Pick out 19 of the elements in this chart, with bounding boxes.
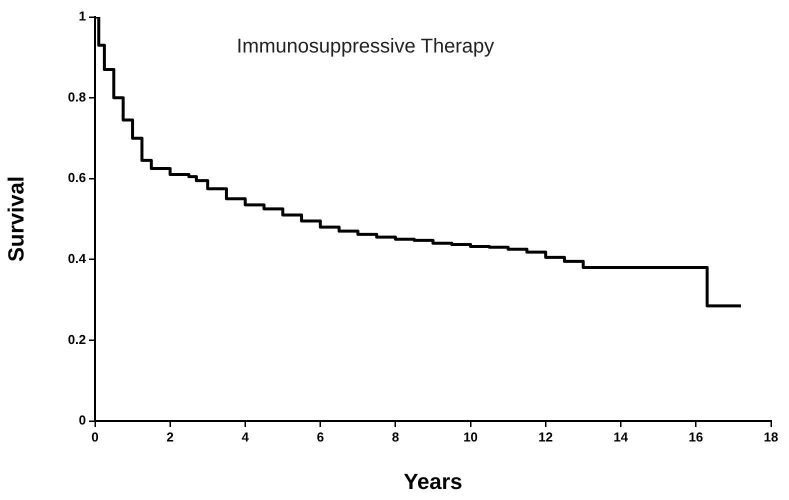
x-tick-label: 8 <box>392 429 400 444</box>
x-tick-label: 18 <box>764 429 778 444</box>
y-tick-label: 0.8 <box>68 89 86 104</box>
text: Immunosuppressive Therapy <box>236 36 494 58</box>
y-tick-label: 0.6 <box>68 170 86 186</box>
x-tick-label: 4 <box>242 429 250 444</box>
y-tick-label: 1 <box>78 8 86 24</box>
x-tick-label: 10 <box>463 429 478 444</box>
x-tick-label: 14 <box>614 429 629 444</box>
y-tick-label: 0.4 <box>68 250 87 266</box>
x-axis-title: Years <box>404 468 462 494</box>
x-tick-label: 6 <box>316 429 324 444</box>
x-tick-label: 12 <box>538 429 553 444</box>
y-tick-label: 0 <box>78 412 86 428</box>
y-axis-title: Survival <box>3 176 28 262</box>
x-tick-label: 0 <box>91 429 99 444</box>
y-tick-label: 0.2 <box>68 332 86 347</box>
x-tick-label: 2 <box>166 429 174 444</box>
x-tick-label: 16 <box>688 429 704 444</box>
